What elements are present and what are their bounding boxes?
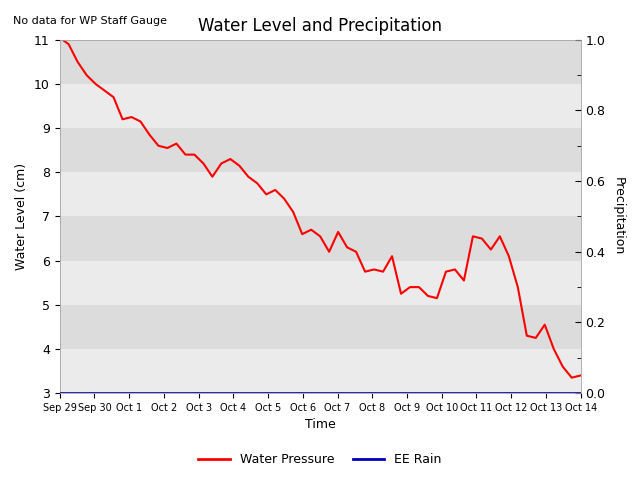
Y-axis label: Precipitation: Precipitation: [612, 177, 625, 255]
Title: Water Level and Precipitation: Water Level and Precipitation: [198, 17, 442, 36]
Bar: [60, 216, 580, 261]
Bar: [60, 128, 580, 172]
Text: No data for WP Staff Gauge: No data for WP Staff Gauge: [13, 16, 167, 25]
Bar: [60, 349, 580, 393]
X-axis label: Time: Time: [305, 419, 335, 432]
Text: WP_met: WP_met: [0, 479, 1, 480]
Legend: Water Pressure, EE Rain: Water Pressure, EE Rain: [193, 448, 447, 471]
Bar: [60, 84, 580, 128]
Y-axis label: Water Level (cm): Water Level (cm): [15, 163, 29, 270]
Bar: [60, 305, 580, 349]
Bar: [60, 172, 580, 216]
Bar: [60, 261, 580, 305]
Bar: [60, 40, 580, 84]
